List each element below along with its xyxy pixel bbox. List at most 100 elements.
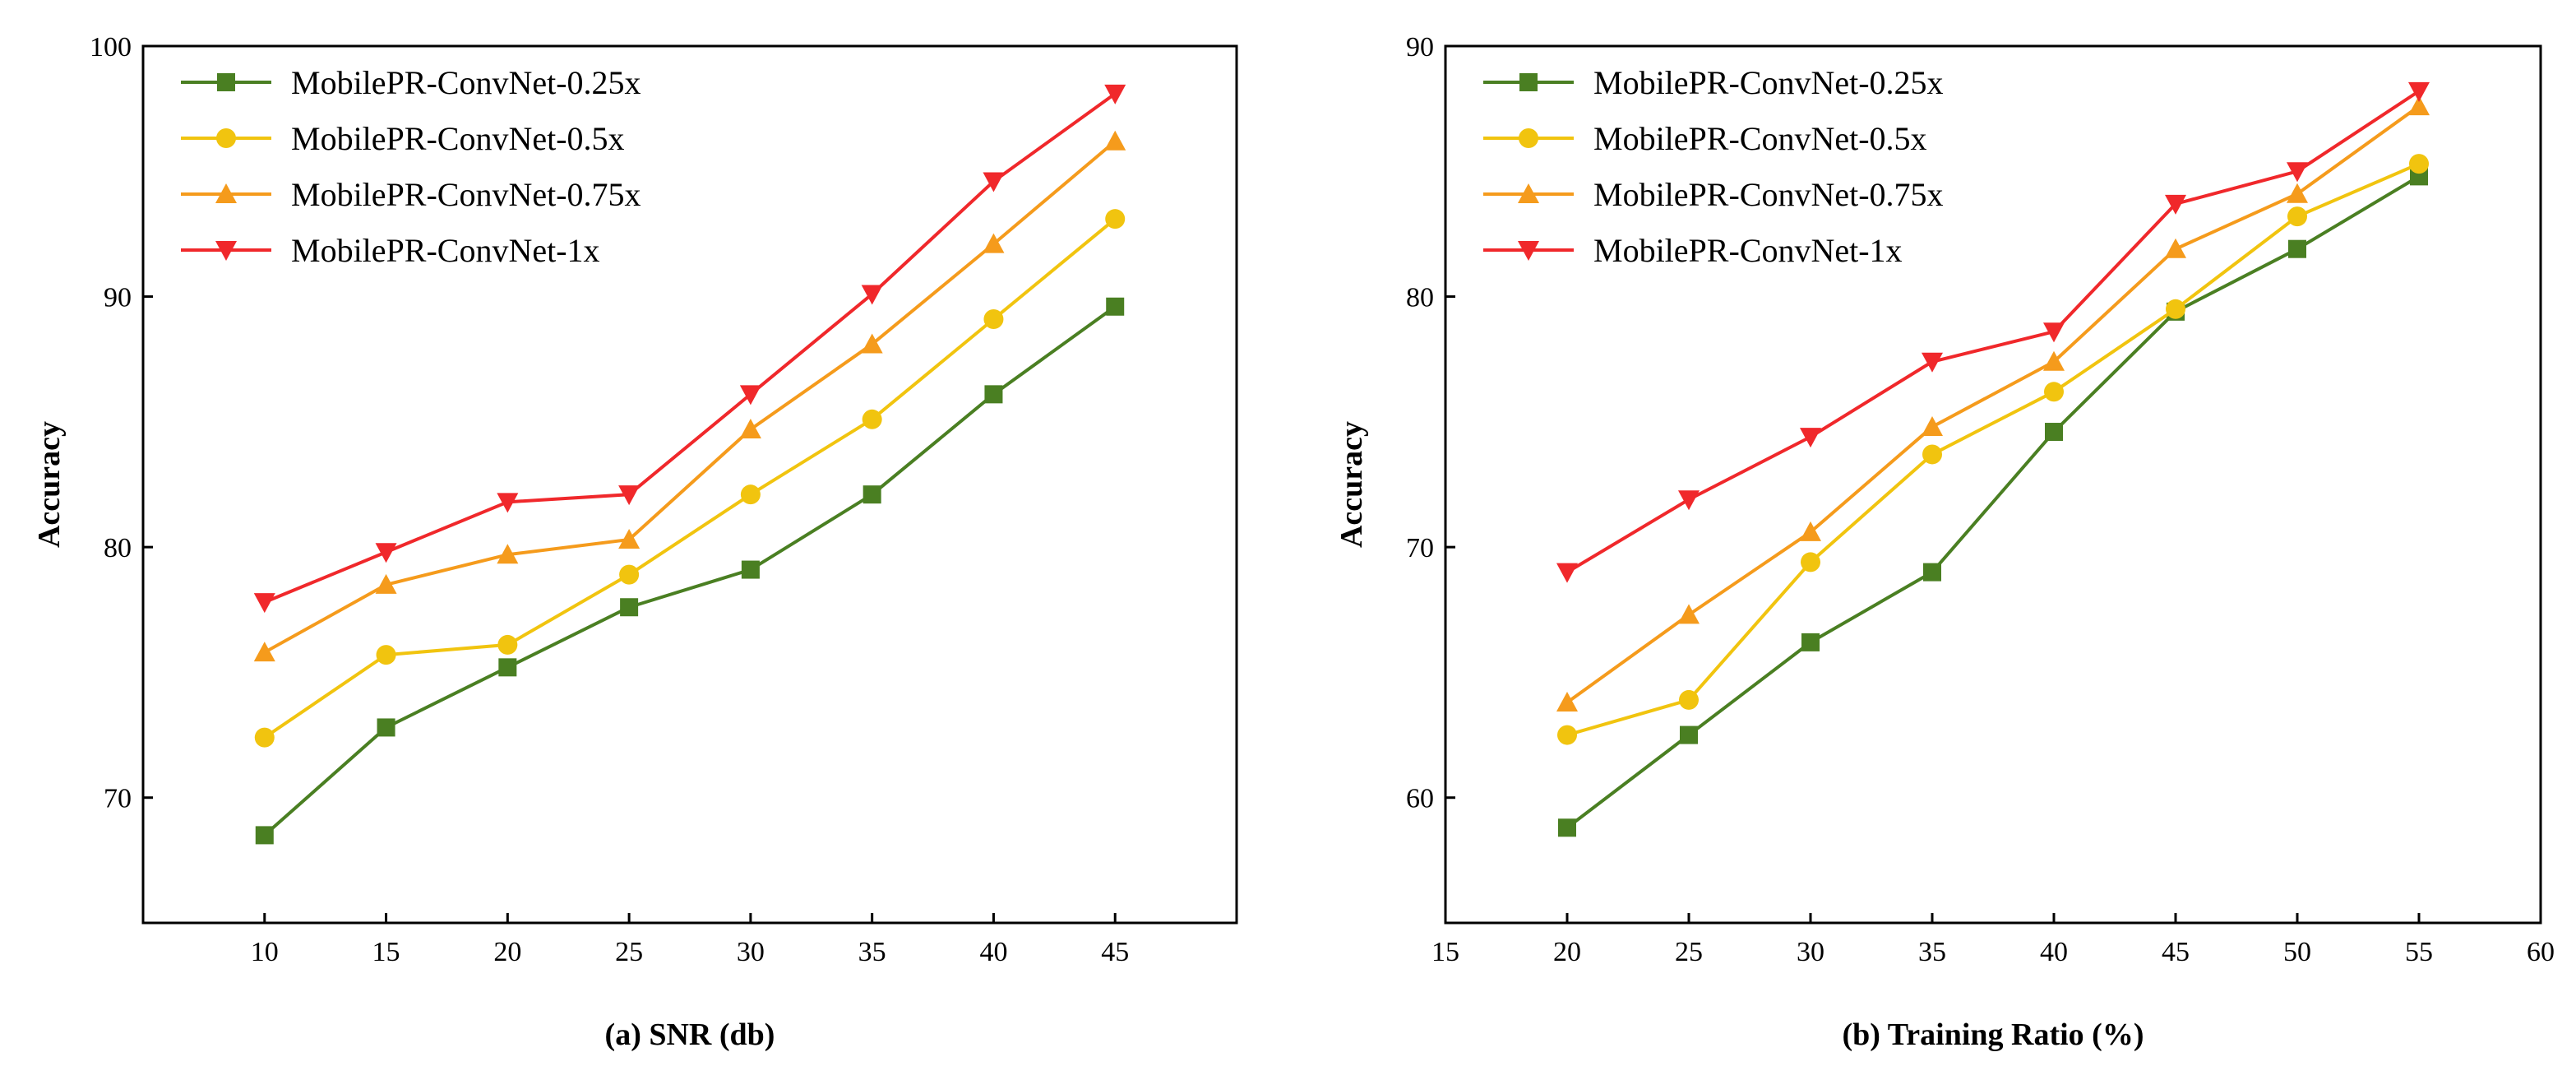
data-point-s0-1	[1680, 725, 1698, 744]
data-point-s0-1	[377, 718, 395, 737]
x-tick-label: 30	[737, 937, 765, 967]
data-point-s2-7	[2408, 95, 2430, 116]
legend-label-2: MobilePR-ConvNet-0.75x	[291, 176, 641, 213]
data-point-s0-0	[1558, 818, 1576, 837]
y-tick-label: 60	[1406, 784, 1434, 814]
chart-a-x-axis-title: (a) SNR (db)	[605, 1017, 775, 1052]
legend-label-3: MobilePR-ConvNet-1x	[291, 232, 600, 269]
data-point-s1-3	[619, 564, 640, 585]
data-point-s2-0	[1556, 691, 1578, 712]
data-point-s3-1	[1678, 490, 1700, 511]
data-point-s3-0	[1556, 563, 1578, 583]
data-point-s1-6	[983, 308, 1004, 329]
data-point-s1-1	[376, 645, 396, 665]
x-tick-label: 10	[251, 937, 279, 967]
data-point-s3-4	[739, 385, 761, 406]
legend-marker-1	[1519, 128, 1538, 148]
data-point-s3-5	[861, 285, 883, 305]
data-point-s2-2	[497, 544, 519, 564]
data-point-s3-3	[1922, 352, 1943, 373]
x-tick-label: 25	[1675, 937, 1703, 967]
legend-marker-2	[1518, 183, 1539, 203]
chart-b-y-axis-title: Accuracy	[1334, 421, 1369, 548]
y-tick-label: 80	[1406, 283, 1434, 313]
data-point-s2-7	[1104, 130, 1126, 151]
data-point-s0-2	[498, 658, 517, 677]
data-point-s2-6	[2287, 183, 2308, 203]
legend-label-1: MobilePR-ConvNet-0.5x	[291, 120, 625, 157]
data-point-s1-3	[1922, 444, 1942, 465]
data-point-s2-5	[2165, 238, 2186, 258]
data-point-s3-3	[618, 485, 641, 506]
chart-a: 10 15 20 25 30 35 40 45 70 80 90 100 MobilePR-ConvN…	[32, 32, 1238, 1052]
series-line-3	[1565, 90, 2421, 574]
chart-b-ticks: 15 20 25 30 35 40 45 50 55 60 60 70 80 90	[1406, 32, 2555, 967]
chart-a-series	[253, 84, 1126, 845]
y-tick-label: 100	[90, 32, 132, 63]
x-tick-label: 40	[979, 937, 1007, 967]
data-point-s0-4	[2045, 423, 2063, 442]
data-point-s3-2	[1800, 428, 1821, 448]
legend-label-0: MobilePR-ConvNet-0.25x	[291, 64, 641, 101]
data-point-s1-0	[1557, 725, 1577, 745]
series-line-1	[263, 217, 1117, 739]
legend-marker-2	[215, 183, 237, 203]
series-line-3	[264, 92, 1117, 604]
data-point-s2-6	[983, 233, 1005, 253]
chart-b-series	[1556, 81, 2430, 837]
data-point-s3-6	[2287, 162, 2308, 183]
x-tick-label: 15	[372, 937, 400, 967]
y-tick-label: 70	[1406, 533, 1434, 563]
x-tick-label: 15	[1431, 937, 1459, 967]
x-tick-label: 20	[493, 937, 521, 967]
data-point-s0-2	[1801, 633, 1820, 651]
legend-label-1: MobilePR-ConvNet-0.5x	[1593, 120, 1927, 157]
chart-a-ticks: 10 15 20 25 30 35 40 45 70 80 90 100	[90, 32, 1129, 967]
data-point-s0-0	[255, 826, 274, 845]
data-point-s1-7	[2409, 154, 2429, 174]
legend-label-0: MobilePR-ConvNet-0.25x	[1593, 64, 1944, 101]
data-point-s1-1	[1679, 689, 1699, 710]
x-tick-label: 55	[2405, 937, 2433, 967]
data-point-s2-5	[861, 333, 883, 354]
chart-a-legend: MobilePR-ConvNet-0.25x MobilePR-ConvNet-0…	[181, 64, 641, 269]
data-point-s0-7	[1106, 297, 1125, 316]
x-tick-label: 20	[1553, 937, 1581, 967]
data-point-s1-2	[497, 634, 518, 655]
data-point-s2-1	[375, 573, 397, 594]
data-point-s3-6	[983, 172, 1005, 192]
series-line-2	[1565, 104, 2421, 704]
x-tick-label: 60	[2527, 937, 2555, 967]
data-point-s2-0	[253, 642, 275, 662]
legend-label-3: MobilePR-ConvNet-1x	[1593, 232, 1903, 269]
x-tick-label: 25	[615, 937, 643, 967]
data-point-s1-4	[740, 484, 761, 505]
data-point-s1-6	[2287, 206, 2307, 227]
y-tick-label: 90	[104, 283, 132, 313]
data-point-s0-6	[2288, 239, 2306, 258]
data-point-s2-2	[1800, 521, 1821, 541]
x-tick-label: 45	[1101, 937, 1129, 967]
legend-label-2: MobilePR-ConvNet-0.75x	[1593, 176, 1944, 213]
data-point-s3-2	[497, 493, 519, 513]
chart-b-x-axis-title: (b) Training Ratio (%)	[1843, 1017, 2144, 1052]
series-line-1	[1566, 162, 2420, 737]
chart-b-legend: MobilePR-ConvNet-0.25x MobilePR-ConvNet-0…	[1483, 64, 1944, 269]
x-tick-label: 30	[1797, 937, 1824, 967]
data-point-s2-3	[618, 529, 641, 549]
chart-b: 15 20 25 30 35 40 45 50 55 60 60 70 80 90 MobilePR-Co…	[1334, 32, 2555, 1052]
y-tick-label: 80	[104, 533, 132, 563]
data-point-s1-0	[254, 727, 275, 748]
y-tick-label: 90	[1406, 32, 1434, 63]
series-line-0	[1565, 174, 2421, 829]
data-point-s0-3	[1923, 563, 1941, 582]
chart-a-plot-frame	[141, 44, 1238, 925]
data-point-s1-4	[2044, 382, 2064, 402]
x-tick-label: 35	[1918, 937, 1946, 967]
data-point-s0-6	[984, 385, 1003, 404]
data-point-s2-1	[1678, 604, 1700, 624]
legend-marker-1	[216, 128, 236, 148]
series-line-2	[263, 140, 1117, 654]
series-line-0	[263, 305, 1117, 837]
